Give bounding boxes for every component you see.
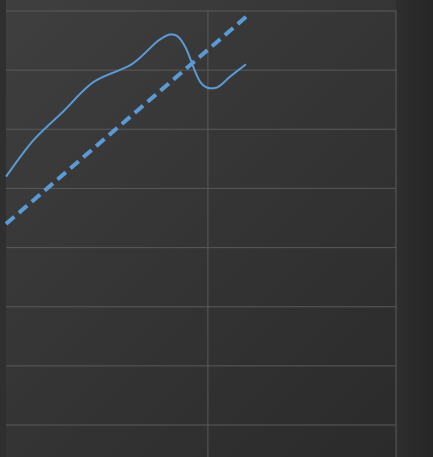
grid-lines	[6, 10, 397, 457]
left-edge-strip	[0, 0, 6, 457]
right-side-panel	[396, 0, 433, 457]
trend-line-dashed	[4, 15, 248, 226]
series-lines	[4, 15, 248, 226]
series-line	[5, 33, 247, 178]
